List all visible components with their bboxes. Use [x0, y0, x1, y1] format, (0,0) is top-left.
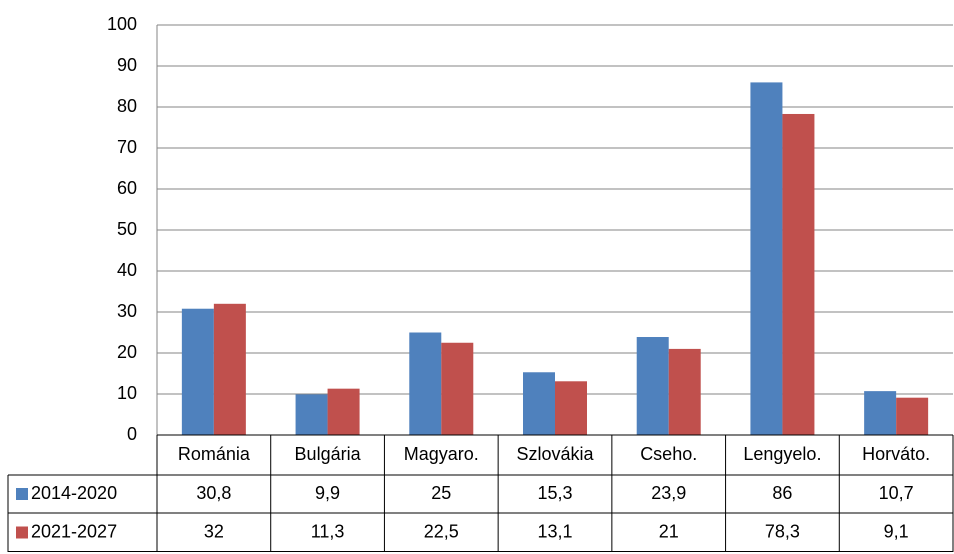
bar — [750, 82, 783, 436]
category-label: Horváto. — [862, 444, 930, 464]
table-cell: 13,1 — [537, 521, 572, 541]
table-cell: 78,3 — [765, 521, 800, 541]
bar — [409, 332, 442, 435]
y-tick-label: 100 — [107, 14, 137, 34]
category-label: Bulgária — [295, 444, 362, 464]
bar — [864, 391, 897, 435]
y-tick-label: 60 — [117, 178, 137, 198]
table-cell: 86 — [772, 483, 792, 503]
table-cell: 32 — [204, 521, 224, 541]
legend-key — [16, 526, 28, 539]
table-cell: 21 — [659, 521, 679, 541]
y-tick-label: 0 — [127, 424, 137, 444]
table-cell: 25 — [431, 483, 451, 503]
category-label: Magyaro. — [404, 444, 479, 464]
legend-label: 2021-2027 — [31, 521, 117, 541]
table-cell: 9,9 — [315, 483, 340, 503]
legend-key — [16, 488, 28, 500]
y-tick-label: 80 — [117, 96, 137, 116]
bar — [181, 308, 214, 435]
table-cell: 9,1 — [884, 521, 909, 541]
bar — [555, 381, 587, 435]
y-tick-label: 90 — [117, 55, 137, 75]
bar — [327, 388, 360, 435]
y-tick-label: 10 — [117, 383, 137, 403]
category-label: Szlovákia — [516, 444, 594, 464]
y-tick-label: 30 — [117, 301, 137, 321]
category-label: Lengyelo. — [743, 444, 821, 464]
bar — [668, 348, 701, 435]
legend-label: 2014-2020 — [31, 483, 117, 503]
y-tick-label: 20 — [117, 342, 137, 362]
bar — [636, 337, 669, 435]
bar — [441, 342, 474, 435]
table-cell: 23,9 — [651, 483, 686, 503]
table-cell: 30,8 — [196, 483, 231, 503]
table-cell: 10,7 — [879, 483, 914, 503]
y-tick-label: 40 — [117, 260, 137, 280]
category-label: Románia — [178, 444, 251, 464]
table-cell: 15,3 — [537, 483, 572, 503]
table-cell: 22,5 — [424, 521, 459, 541]
bar — [523, 372, 555, 435]
y-tick-label: 70 — [117, 137, 137, 157]
bar — [782, 113, 815, 435]
category-label: Cseho. — [640, 444, 697, 464]
bar — [295, 394, 328, 435]
bar — [213, 303, 246, 435]
y-tick-label: 50 — [117, 219, 137, 239]
bar — [896, 397, 929, 435]
table-cell: 11,3 — [311, 521, 345, 541]
